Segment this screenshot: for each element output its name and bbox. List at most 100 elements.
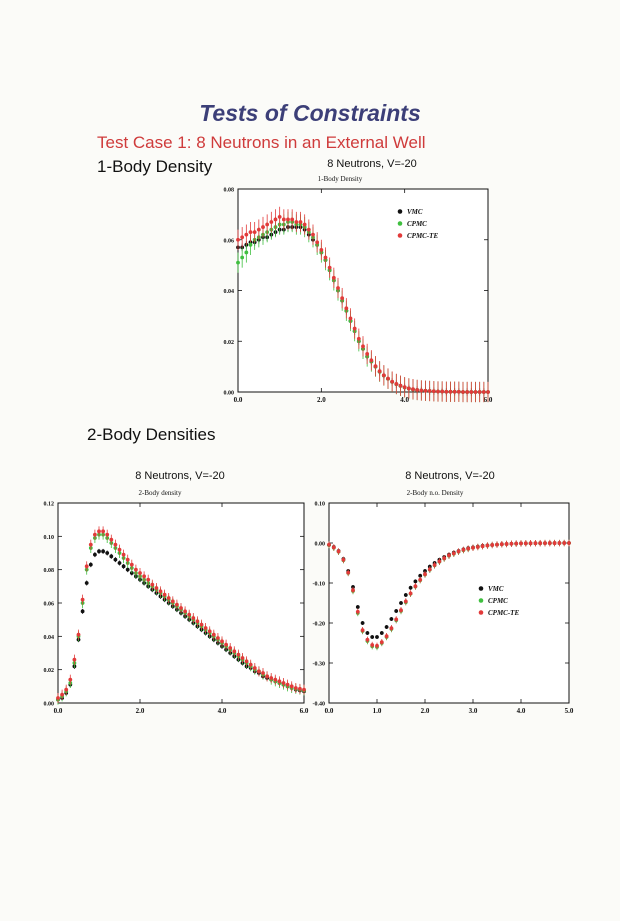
data-point bbox=[154, 586, 159, 590]
data-point bbox=[232, 649, 237, 654]
data-point bbox=[423, 572, 427, 577]
data-point bbox=[485, 543, 490, 548]
data-point bbox=[76, 632, 81, 637]
data-point bbox=[327, 542, 331, 547]
data-point bbox=[431, 389, 436, 394]
data-point bbox=[273, 677, 278, 682]
series-cpmc-te bbox=[236, 206, 490, 403]
data-point bbox=[514, 541, 519, 546]
x-tick-label: 4.0 bbox=[218, 707, 227, 715]
data-point bbox=[346, 570, 351, 575]
x-tick-label: 2.0 bbox=[136, 707, 145, 715]
data-point bbox=[179, 606, 183, 610]
data-point bbox=[109, 537, 114, 542]
data-point bbox=[348, 316, 353, 321]
data-point bbox=[538, 541, 543, 546]
data-point bbox=[315, 240, 320, 245]
data-point bbox=[389, 626, 394, 631]
data-point bbox=[257, 669, 261, 674]
x-tick-label: 0.0 bbox=[54, 707, 63, 715]
data-point bbox=[277, 679, 282, 684]
data-point bbox=[344, 306, 349, 311]
data-point bbox=[113, 542, 118, 547]
data-point bbox=[340, 296, 345, 301]
data-point bbox=[370, 643, 375, 647]
data-point bbox=[88, 562, 93, 567]
data-point bbox=[68, 677, 73, 682]
data-point bbox=[56, 696, 60, 700]
data-point bbox=[375, 643, 379, 648]
data-point bbox=[375, 635, 379, 639]
data-point bbox=[365, 631, 370, 635]
data-point bbox=[97, 549, 101, 554]
data-point bbox=[399, 608, 403, 613]
chart-subtitle: 2-Body n.o. Density bbox=[407, 489, 464, 497]
data-point bbox=[290, 217, 295, 222]
y-tick-label: 0.02 bbox=[44, 668, 55, 674]
data-point bbox=[286, 217, 290, 222]
data-point bbox=[105, 551, 110, 555]
data-point bbox=[495, 542, 499, 547]
data-point bbox=[248, 662, 253, 667]
chart-subtitle: 2-Body density bbox=[139, 489, 182, 497]
data-point bbox=[80, 597, 85, 602]
data-point bbox=[437, 559, 442, 564]
data-point bbox=[88, 542, 93, 547]
data-point bbox=[216, 636, 220, 640]
y-tick-label: 0.10 bbox=[44, 535, 55, 541]
data-point bbox=[302, 687, 306, 692]
y-tick-label: -0.30 bbox=[313, 662, 326, 668]
data-point bbox=[331, 275, 336, 280]
data-point bbox=[261, 671, 265, 675]
y-tick-label: 0.10 bbox=[315, 502, 326, 508]
data-point bbox=[377, 369, 382, 374]
data-point bbox=[97, 529, 101, 534]
chart2-title: 8 Neutrons, V=-20 bbox=[135, 470, 225, 482]
data-point bbox=[341, 557, 346, 562]
data-point bbox=[523, 541, 528, 546]
legend-marker bbox=[397, 209, 403, 214]
data-point bbox=[509, 541, 514, 546]
data-point bbox=[528, 541, 533, 546]
data-point bbox=[298, 220, 303, 224]
data-point bbox=[101, 529, 105, 534]
x-tick-label: 5.0 bbox=[565, 707, 574, 715]
data-point bbox=[413, 584, 418, 589]
plot-frame bbox=[328, 502, 570, 704]
series-cpmc-te bbox=[56, 526, 306, 703]
data-point bbox=[370, 635, 375, 639]
data-point bbox=[248, 230, 253, 235]
data-point bbox=[117, 561, 122, 565]
data-point bbox=[72, 657, 77, 662]
data-point bbox=[452, 389, 457, 394]
y-tick-label: 0.04 bbox=[224, 289, 235, 295]
data-point bbox=[93, 552, 97, 557]
data-point bbox=[252, 230, 257, 235]
x-tick-label: 2.0 bbox=[317, 396, 326, 404]
data-point bbox=[293, 686, 298, 690]
data-point bbox=[381, 373, 386, 378]
data-point bbox=[369, 358, 374, 363]
data-point bbox=[261, 225, 265, 229]
data-point bbox=[379, 631, 384, 635]
data-point bbox=[444, 389, 449, 394]
data-point bbox=[427, 389, 432, 393]
legend-label: VMC bbox=[407, 208, 423, 216]
legend-marker bbox=[397, 233, 403, 238]
data-point bbox=[394, 381, 399, 386]
data-point bbox=[408, 591, 413, 596]
data-point bbox=[351, 588, 355, 593]
data-point bbox=[427, 567, 432, 572]
data-point bbox=[187, 612, 192, 617]
chart3-title: 8 Neutrons, V=-20 bbox=[405, 470, 495, 482]
data-point bbox=[442, 556, 447, 561]
data-point bbox=[142, 574, 146, 579]
data-point bbox=[203, 626, 208, 630]
data-point bbox=[456, 389, 461, 394]
legend-label: VMC bbox=[488, 585, 504, 593]
data-point bbox=[519, 541, 523, 546]
data-point bbox=[352, 326, 357, 331]
data-point bbox=[319, 248, 324, 252]
data-point bbox=[552, 541, 557, 545]
